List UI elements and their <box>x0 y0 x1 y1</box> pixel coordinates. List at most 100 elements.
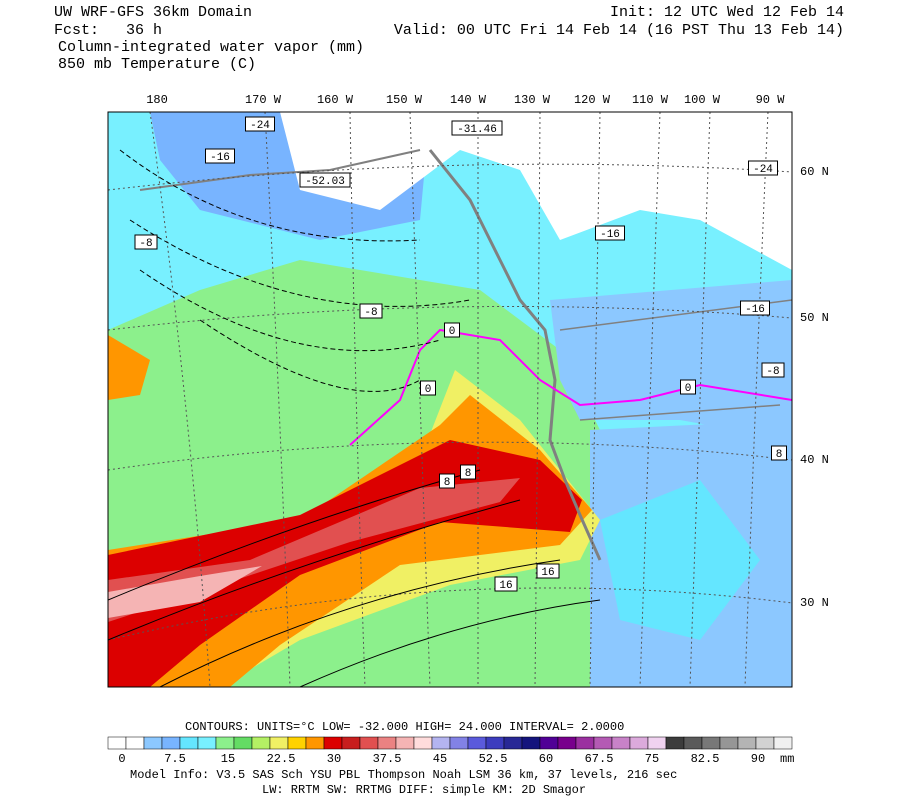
colorbar-swatch <box>341 736 361 750</box>
colorbar-swatch <box>557 736 577 750</box>
contour-label-box <box>359 303 383 319</box>
longitude-label: 120 W <box>574 93 611 107</box>
contour-label: 8 <box>776 449 783 461</box>
model-info: Model Info: V3.5 SAS Sch YSU PBL Thompso… <box>130 768 677 782</box>
colorbar-swatch <box>755 736 775 750</box>
contour-label: -16 <box>745 304 765 316</box>
contour-label: 16 <box>499 580 512 592</box>
colorbar-label: 15 <box>221 752 235 766</box>
colorbar-swatch <box>485 736 505 750</box>
forecast-hour: Fcst: 36 h <box>54 22 162 39</box>
contour-label: -16 <box>210 152 230 164</box>
contour-label: 8 <box>465 468 472 480</box>
colorbar-label: 90 <box>751 752 765 766</box>
colorbar-swatch <box>269 736 289 750</box>
contour-label-box <box>740 300 770 316</box>
contour-label: 0 <box>425 384 432 396</box>
longitude-label: 150 W <box>386 93 423 107</box>
contour-label: 8 <box>444 477 451 489</box>
colorbar-label: 67.5 <box>585 752 614 766</box>
init-time: Init: 12 UTC Wed 12 Feb 14 <box>610 4 844 21</box>
contour-label: 0 <box>685 383 692 395</box>
colorbar-swatch <box>575 736 595 750</box>
colorbar-swatch <box>449 736 469 750</box>
contour-label-box <box>444 322 460 338</box>
colorbar-swatch <box>593 736 613 750</box>
colorbar-swatch <box>107 736 127 750</box>
contour-label: -52.03 <box>305 176 345 188</box>
contour-label-box <box>536 563 560 579</box>
valid-time: Valid: 00 UTC Fri 14 Feb 14 (16 PST Thu … <box>394 22 844 39</box>
field-label: Column-integrated water vapor (mm) <box>58 39 364 56</box>
colorbar-swatch <box>503 736 523 750</box>
contour-label-box <box>771 445 787 461</box>
colorbar-label: 82.5 <box>691 752 720 766</box>
colorbar-swatch <box>413 736 433 750</box>
longitude-label: 180 <box>146 93 168 107</box>
contour-label-box <box>595 225 625 241</box>
contour-label-box <box>134 234 158 250</box>
colorbar-swatch <box>665 736 685 750</box>
contour-label: -8 <box>139 238 152 250</box>
colorbar-label: 30 <box>327 752 341 766</box>
colorbar-swatch <box>323 736 343 750</box>
contour-label: -8 <box>766 366 779 378</box>
longitude-label: 90 W <box>756 93 786 107</box>
colorbar-label: 7.5 <box>164 752 186 766</box>
contour-label: -24 <box>250 120 270 132</box>
colorbar-swatch <box>251 736 271 750</box>
field-label: 850 mb Temperature (C) <box>58 56 256 73</box>
map <box>108 112 792 687</box>
colorbar-swatch <box>359 736 379 750</box>
longitude-label: 170 W <box>245 93 282 107</box>
colorbar-swatch <box>161 736 181 750</box>
colorbar-swatch <box>125 736 145 750</box>
contour-label-box <box>460 464 476 480</box>
colorbar-swatch <box>179 736 199 750</box>
colorbar-label: 22.5 <box>267 752 296 766</box>
latitude-label: 40 N <box>800 453 829 467</box>
latitude-label: 60 N <box>800 165 829 179</box>
colorbar-label: 37.5 <box>373 752 402 766</box>
colorbar-label: 0 <box>118 752 125 766</box>
colorbar-swatch <box>305 736 325 750</box>
colorbar-swatch <box>629 736 649 750</box>
colorbar-swatch <box>215 736 235 750</box>
colorbar-swatch <box>737 736 757 750</box>
contour-label-box <box>245 116 275 132</box>
longitude-label: 130 W <box>514 93 551 107</box>
latitude-label: 50 N <box>800 311 829 325</box>
colorbar-label: 60 <box>539 752 553 766</box>
colorbar-unit: mm <box>780 752 794 766</box>
contour-label-box <box>761 362 785 378</box>
colorbar-label: 75 <box>645 752 659 766</box>
colorbar-swatch <box>431 736 451 750</box>
colorbar-swatch <box>773 736 793 750</box>
longitude-label: 100 W <box>684 93 721 107</box>
contour-label-box <box>439 473 455 489</box>
contour-label-box <box>299 172 351 188</box>
colorbar-label: 45 <box>433 752 447 766</box>
latitude-label: 30 N <box>800 596 829 610</box>
contour-label-box <box>494 576 518 592</box>
colorbar-swatch <box>467 736 487 750</box>
colorbar-swatch <box>143 736 163 750</box>
colorbar-swatch <box>377 736 397 750</box>
title: UW WRF-GFS 36km Domain <box>54 4 252 21</box>
contour-label: -8 <box>364 307 377 319</box>
contour-label-box <box>748 160 778 176</box>
contour-info: CONTOURS: UNITS=°C LOW= -32.000 HIGH= 24… <box>185 720 624 734</box>
contour-label-box <box>451 120 503 136</box>
contour-label: 0 <box>449 326 456 338</box>
colorbar-swatch <box>521 736 541 750</box>
contour-label-box <box>420 380 436 396</box>
colorbar-swatch <box>647 736 667 750</box>
colorbar-swatch <box>395 736 415 750</box>
colorbar-swatch <box>611 736 631 750</box>
colorbar-swatch <box>719 736 739 750</box>
contour-label: -16 <box>600 229 620 241</box>
longitude-label: 140 W <box>450 93 487 107</box>
colorbar-swatch <box>197 736 217 750</box>
contour-label: 16 <box>541 567 554 579</box>
longitude-label: 160 W <box>317 93 354 107</box>
